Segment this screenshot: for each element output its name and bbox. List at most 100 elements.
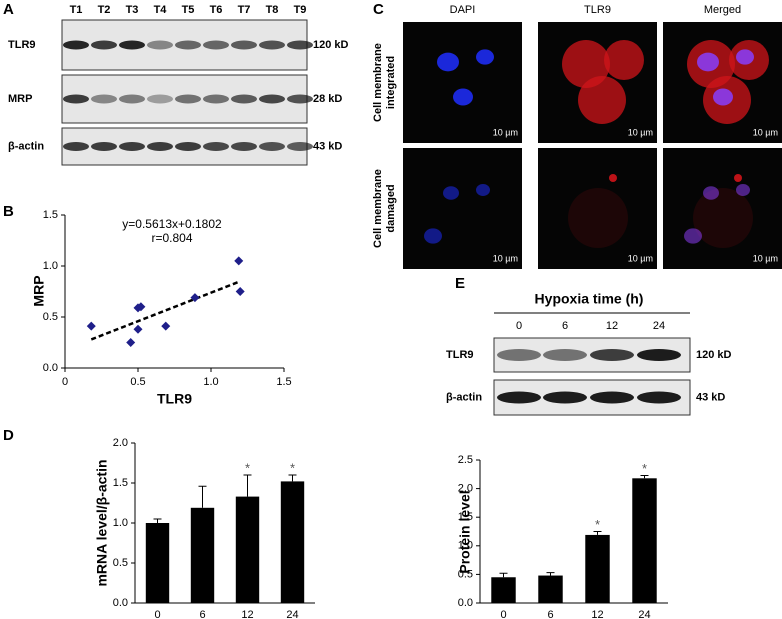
point bbox=[133, 324, 143, 334]
blot-band bbox=[147, 94, 173, 104]
nucleus bbox=[703, 186, 719, 200]
y-tick-label: 0.5 bbox=[458, 568, 473, 580]
significance: * bbox=[642, 461, 647, 476]
blot-band bbox=[637, 391, 681, 404]
x-tick-label: 1.0 bbox=[203, 376, 218, 388]
nucleus bbox=[476, 49, 494, 65]
blot-band bbox=[147, 40, 173, 50]
panel-label: A bbox=[3, 1, 14, 18]
nucleus bbox=[684, 228, 702, 244]
blot-band bbox=[175, 94, 201, 104]
lane-label: T8 bbox=[266, 4, 279, 16]
blot-band bbox=[543, 391, 587, 404]
blot-band bbox=[590, 391, 634, 404]
blot-band bbox=[63, 94, 89, 104]
error-bar bbox=[198, 485, 207, 508]
lane-label: T1 bbox=[70, 4, 83, 16]
tlr9-signal bbox=[604, 40, 644, 80]
point bbox=[161, 321, 171, 331]
blot-band bbox=[497, 349, 541, 361]
scale-bar-label: 10 µm bbox=[753, 253, 778, 263]
blot-band bbox=[119, 142, 145, 151]
x-tick-label: 12 bbox=[241, 609, 253, 619]
blot-band bbox=[259, 40, 285, 50]
y-tick-label: 1.5 bbox=[43, 209, 58, 221]
bar bbox=[145, 523, 170, 603]
nucleus bbox=[697, 52, 719, 72]
lane-label: T4 bbox=[154, 4, 168, 16]
bar bbox=[585, 534, 610, 603]
blot-band bbox=[590, 349, 634, 361]
row-label: integrated bbox=[385, 56, 397, 109]
bar bbox=[538, 575, 563, 603]
panel-label: B bbox=[3, 203, 14, 220]
error-bar bbox=[499, 572, 508, 578]
point bbox=[86, 321, 96, 331]
blot-band bbox=[119, 40, 145, 50]
tlr9-signal bbox=[568, 188, 628, 248]
y-tick-label: 0.0 bbox=[113, 597, 128, 609]
scale-bar-label: 10 µm bbox=[628, 253, 653, 263]
tlr9-signal bbox=[578, 76, 626, 124]
lane-label: T2 bbox=[98, 4, 111, 16]
x-tick-label: 6 bbox=[547, 609, 553, 619]
tlr9-signal bbox=[693, 188, 753, 248]
blot-title: Hypoxia time (h) bbox=[535, 291, 644, 307]
significance: * bbox=[245, 460, 250, 475]
row-label: Cell membrane bbox=[372, 169, 384, 248]
significance: * bbox=[290, 460, 295, 475]
tlr9-signal bbox=[609, 174, 617, 182]
y-tick-label: 2.5 bbox=[458, 454, 473, 466]
blot-size-label: 43 kD bbox=[313, 140, 342, 152]
trend-line bbox=[90, 280, 241, 341]
micrograph bbox=[538, 148, 657, 269]
bar bbox=[280, 481, 305, 603]
x-tick-label: 0.5 bbox=[130, 376, 145, 388]
y-tick-label: 0.5 bbox=[43, 311, 58, 323]
blot-band bbox=[543, 349, 587, 361]
blot-band bbox=[287, 94, 313, 104]
x-tick-label: 1.5 bbox=[276, 376, 291, 388]
blot-band bbox=[203, 142, 229, 151]
blot-row-label: β-actin bbox=[8, 140, 44, 152]
blot-band bbox=[231, 142, 257, 151]
y-tick-label: 2.0 bbox=[458, 483, 473, 495]
nucleus bbox=[713, 88, 733, 106]
bar bbox=[491, 577, 516, 603]
blot-band bbox=[259, 142, 285, 151]
blot-size-label: 120 kD bbox=[696, 349, 732, 361]
x-tick-label: 12 bbox=[591, 609, 603, 619]
x-tick-label: 24 bbox=[638, 609, 650, 619]
y-tick-label: 0.0 bbox=[43, 362, 58, 374]
x-tick-label: 24 bbox=[286, 609, 298, 619]
lane-label: 12 bbox=[606, 320, 618, 332]
bar bbox=[190, 507, 215, 603]
nucleus bbox=[437, 52, 459, 72]
column-header: TLR9 bbox=[584, 4, 611, 16]
blot-band bbox=[91, 94, 117, 104]
blot-band bbox=[259, 94, 285, 104]
blot-band bbox=[63, 40, 89, 50]
y-tick-label: 0.0 bbox=[458, 597, 473, 609]
y-tick-label: 2.0 bbox=[113, 437, 128, 449]
panel-label: D bbox=[3, 427, 14, 444]
y-tick-label: 0.5 bbox=[113, 557, 128, 569]
point bbox=[234, 256, 244, 266]
error-bar bbox=[593, 531, 602, 535]
blot-size-label: 120 kD bbox=[313, 39, 349, 51]
lane-label: T7 bbox=[238, 4, 251, 16]
nucleus bbox=[736, 184, 750, 196]
x-tick-label: 0 bbox=[62, 376, 68, 388]
micrograph bbox=[403, 148, 522, 269]
lane-label: 24 bbox=[653, 320, 665, 332]
nucleus bbox=[736, 49, 754, 65]
x-axis-title: TLR9 bbox=[157, 391, 192, 407]
error-bar bbox=[546, 572, 555, 576]
blot-band bbox=[497, 391, 541, 404]
lane-label: T3 bbox=[126, 4, 139, 16]
point bbox=[235, 287, 245, 296]
blot-band bbox=[287, 142, 313, 151]
blot-band bbox=[231, 94, 257, 104]
lane-label: 0 bbox=[516, 320, 522, 332]
